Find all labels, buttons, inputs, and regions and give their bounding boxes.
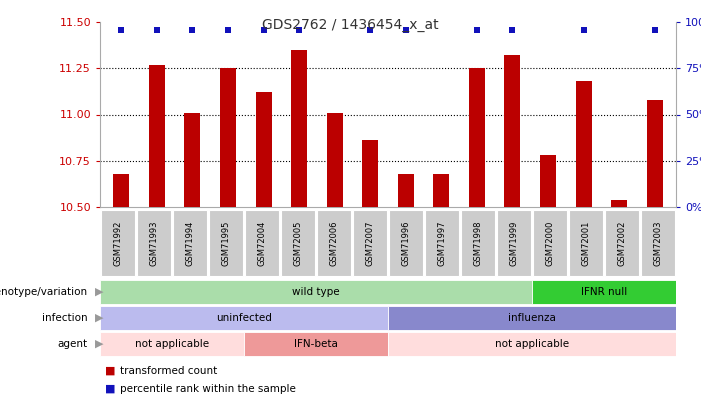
Text: not applicable: not applicable (135, 339, 209, 349)
Bar (569, 210, 603, 276)
Text: GSM72000: GSM72000 (545, 220, 554, 266)
Text: ■: ■ (105, 366, 116, 376)
Text: GSM72002: GSM72002 (618, 220, 627, 266)
Text: ■: ■ (105, 384, 116, 394)
Bar (576, 81, 592, 207)
Bar (426, 210, 458, 276)
Bar (137, 210, 170, 276)
Text: GDS2762 / 1436454_x_at: GDS2762 / 1436454_x_at (262, 18, 439, 32)
Bar (641, 210, 674, 276)
Bar (245, 210, 278, 276)
Bar (102, 210, 135, 276)
Text: ▶: ▶ (95, 339, 104, 349)
Bar (611, 200, 627, 207)
Bar (100, 280, 531, 304)
Text: genotype/variation: genotype/variation (0, 287, 88, 297)
Bar (281, 210, 315, 276)
Bar (245, 332, 388, 356)
Text: GSM72001: GSM72001 (582, 220, 590, 266)
Text: wild type: wild type (292, 287, 340, 297)
Bar (540, 155, 556, 207)
Bar (533, 210, 566, 276)
Bar (149, 64, 165, 207)
Bar (498, 210, 531, 276)
Text: GSM71999: GSM71999 (510, 220, 519, 266)
Bar (353, 210, 386, 276)
Text: influenza: influenza (508, 313, 556, 323)
Text: uninfected: uninfected (216, 313, 272, 323)
Bar (220, 68, 236, 207)
Text: percentile rank within the sample: percentile rank within the sample (121, 384, 297, 394)
Bar (388, 306, 676, 330)
Text: GSM72006: GSM72006 (329, 220, 339, 266)
Bar (505, 55, 520, 207)
Text: GSM72003: GSM72003 (653, 220, 662, 266)
Text: GSM71993: GSM71993 (149, 220, 158, 266)
Text: GSM71994: GSM71994 (186, 220, 194, 266)
Bar (114, 174, 129, 207)
Bar (397, 174, 414, 207)
Text: ▶: ▶ (95, 287, 104, 297)
Bar (606, 210, 639, 276)
Bar (532, 280, 676, 304)
Text: IFNR null: IFNR null (581, 287, 627, 297)
Text: GSM71992: GSM71992 (114, 220, 123, 266)
Text: GSM71996: GSM71996 (402, 220, 411, 266)
Bar (327, 113, 343, 207)
Text: GSM71998: GSM71998 (473, 220, 482, 266)
Bar (433, 174, 449, 207)
Bar (210, 210, 243, 276)
Text: GSM71995: GSM71995 (222, 220, 231, 266)
Bar (184, 113, 200, 207)
Bar (646, 100, 662, 207)
Text: infection: infection (42, 313, 88, 323)
Text: GSM72004: GSM72004 (257, 220, 266, 266)
Text: agent: agent (58, 339, 88, 349)
Bar (291, 50, 307, 207)
Text: GSM71997: GSM71997 (437, 220, 447, 266)
Bar (100, 306, 388, 330)
Text: IFN-beta: IFN-beta (294, 339, 338, 349)
Text: GSM72007: GSM72007 (365, 220, 374, 266)
Bar (390, 210, 423, 276)
Bar (461, 210, 495, 276)
Bar (362, 141, 379, 207)
Bar (388, 332, 676, 356)
Bar (469, 68, 485, 207)
Bar (256, 92, 271, 207)
Text: transformed count: transformed count (121, 366, 218, 376)
Bar (173, 210, 207, 276)
Bar (318, 210, 350, 276)
Text: ▶: ▶ (95, 313, 104, 323)
Text: GSM72005: GSM72005 (294, 220, 303, 266)
Bar (100, 332, 244, 356)
Text: not applicable: not applicable (495, 339, 569, 349)
